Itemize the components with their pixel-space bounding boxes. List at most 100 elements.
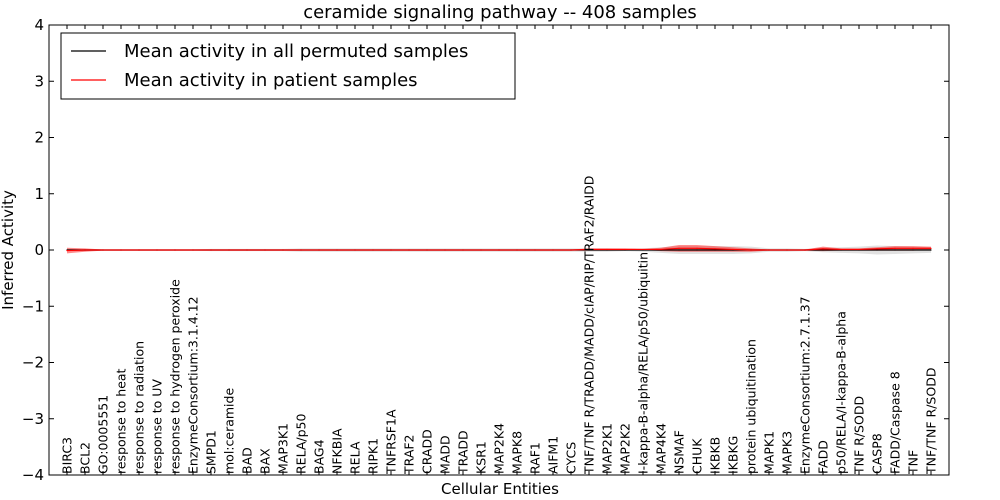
data-point-patient xyxy=(246,249,248,251)
data-point-patient xyxy=(750,249,752,251)
x-tick-label: MAP4K4 xyxy=(654,423,669,474)
x-tick-label: MAPK1 xyxy=(762,431,777,474)
x-tick-label: FADD xyxy=(816,440,831,474)
y-tick-label: 4 xyxy=(34,16,44,34)
y-tick-label: 2 xyxy=(34,129,44,147)
data-point-patient xyxy=(804,249,806,251)
data-point-patient xyxy=(66,249,68,252)
data-point-patient xyxy=(840,248,842,251)
legend-label-permuted: Mean activity in all permuted samples xyxy=(124,41,468,62)
x-tick-label: NSMAF xyxy=(672,430,687,474)
x-axis-label: Cellular Entities xyxy=(441,480,559,498)
y-tick-label: 1 xyxy=(34,185,44,203)
x-tick-label: NFKBIA xyxy=(330,428,345,474)
x-tick-label: GO:0005551 xyxy=(96,395,111,474)
data-point-patient xyxy=(120,249,122,251)
x-tick-label: TNF xyxy=(906,450,921,475)
data-point-patient xyxy=(696,247,698,249)
data-point-patient xyxy=(138,249,140,251)
data-point-patient xyxy=(894,247,896,249)
x-tick-label: MADD xyxy=(438,435,453,474)
x-tick-label: MAPK8 xyxy=(510,431,525,474)
data-point-patient xyxy=(264,249,266,251)
x-tick-label: EnzymeConsortium:2.7.1.37 xyxy=(798,296,813,474)
data-point-patient xyxy=(444,249,446,251)
data-point-patient xyxy=(588,248,590,251)
x-tick-label: response to UV xyxy=(150,379,165,474)
data-point-permuted xyxy=(930,249,932,251)
x-tick-label: TRAF2 xyxy=(402,434,417,475)
x-tick-label: IKBKB xyxy=(708,437,723,474)
x-tick-label: response to heat xyxy=(114,368,129,474)
x-tick-label: MAP2K2 xyxy=(618,423,633,474)
x-tick-label: mol:ceramide xyxy=(222,388,237,474)
data-point-patient xyxy=(534,249,536,251)
x-tick-label: EnzymeConsortium:3.1.4.12 xyxy=(186,296,201,474)
data-point-patient xyxy=(336,249,338,251)
y-tick-label: −4 xyxy=(22,466,44,484)
x-tick-label: TNFRSF1A xyxy=(384,409,399,475)
data-point-patient xyxy=(624,248,626,251)
x-tick-label: TNF R/SODD xyxy=(852,396,867,475)
legend-box xyxy=(60,32,516,100)
x-tick-label: AIFM1 xyxy=(546,436,561,474)
data-point-patient xyxy=(822,248,824,250)
legend: Mean activity in all permuted samples Mea… xyxy=(60,32,516,100)
data-point-patient xyxy=(210,249,212,251)
data-point-permuted xyxy=(678,249,680,251)
data-point-patient xyxy=(498,249,500,251)
x-tick-label: CASP8 xyxy=(870,433,885,474)
x-tick-label: IKBKG xyxy=(726,436,741,474)
x-tick-label: MAP3K1 xyxy=(276,423,291,474)
data-point-patient xyxy=(480,249,482,251)
x-tick-label: CRADD xyxy=(420,429,435,474)
x-tick-label: TNF/TNF R/SODD xyxy=(924,368,939,475)
x-tick-label: RIPK1 xyxy=(366,438,381,474)
y-tick-label: −2 xyxy=(22,354,44,372)
data-point-patient xyxy=(786,249,788,251)
x-tick-label: BCL2 xyxy=(78,442,93,474)
data-point-patient xyxy=(606,248,608,251)
x-tick-label: RAF1 xyxy=(528,442,543,474)
data-point-permuted xyxy=(714,249,716,251)
data-point-patient xyxy=(192,249,194,251)
data-point-patient xyxy=(552,249,554,251)
x-tick-label: BAX xyxy=(258,448,273,474)
x-tick-label: TRADD xyxy=(456,430,471,475)
plot-area xyxy=(66,244,932,255)
data-point-patient xyxy=(858,248,860,251)
x-tick-label: protein ubiquitination xyxy=(744,339,759,474)
data-point-patient xyxy=(912,247,914,249)
data-point-patient xyxy=(462,249,464,251)
data-point-patient xyxy=(732,248,734,251)
data-point-permuted xyxy=(912,249,914,251)
chart-title: ceramide signaling pathway -- 408 sample… xyxy=(303,2,697,23)
data-point-patient xyxy=(300,249,302,251)
data-point-patient xyxy=(318,249,320,251)
legend-label-patient: Mean activity in patient samples xyxy=(124,70,418,91)
data-point-patient xyxy=(228,249,230,251)
x-tick-label: MAP2K4 xyxy=(492,423,507,474)
x-tick-label: p50/RELA/I-kappa-B-alpha xyxy=(834,311,849,474)
data-point-patient xyxy=(354,249,356,251)
x-tick-label: TNF/TNF R/TRADD/MADD/cIAP/RIP/TRAF2/RAID… xyxy=(582,176,597,475)
y-tick-label: −1 xyxy=(22,297,44,315)
data-point-patient xyxy=(156,249,158,251)
x-tick-label: BAD xyxy=(240,447,255,474)
data-point-patient xyxy=(282,249,284,251)
y-tick-label: 3 xyxy=(34,72,44,90)
data-point-patient xyxy=(768,249,770,251)
data-point-patient xyxy=(570,249,572,251)
x-tick-label: response to hydrogen peroxide xyxy=(168,279,183,474)
x-tick-label: CYCS xyxy=(564,442,579,474)
data-point-patient xyxy=(372,249,374,251)
data-point-patient xyxy=(642,248,644,251)
x-tick-label: RELA/p50 xyxy=(294,414,309,474)
x-tick-label: MAPK3 xyxy=(780,431,795,474)
y-tick-label: 0 xyxy=(34,241,44,259)
data-point-patient xyxy=(714,248,716,250)
x-tick-label: BIRC3 xyxy=(60,437,75,474)
x-tick-label: KSR1 xyxy=(474,441,489,474)
